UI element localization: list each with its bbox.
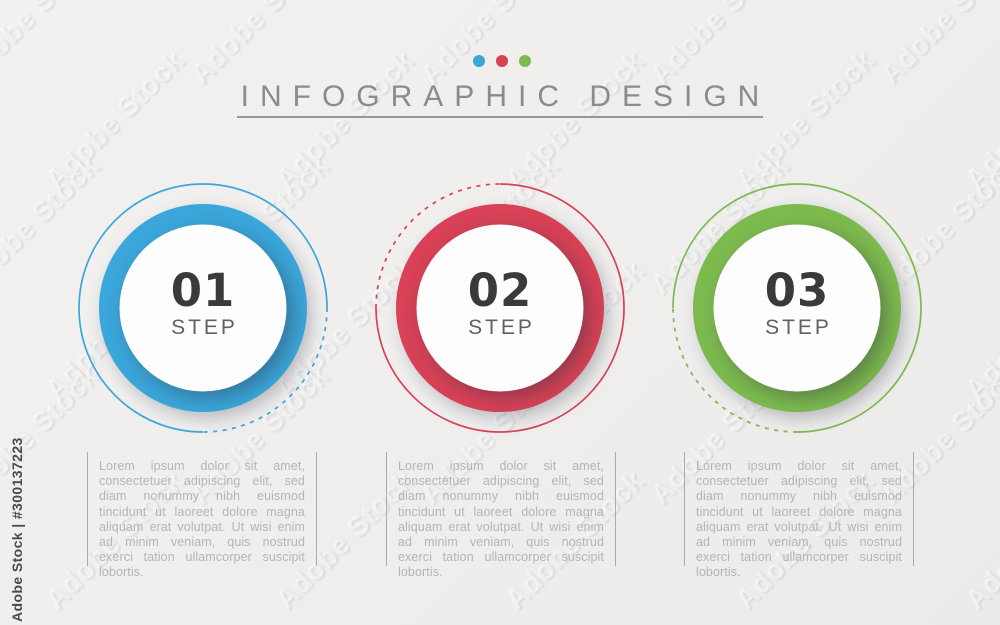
watermark-text: Adobe Stock bbox=[959, 44, 1000, 196]
red-dot-icon bbox=[496, 55, 508, 67]
step-number: 01 bbox=[170, 264, 236, 317]
watermark-text: Adobe Stock bbox=[0, 0, 105, 91]
title-underline bbox=[237, 116, 763, 118]
step-02-description: Lorem ipsum dolor sit amet, consectetuer… bbox=[386, 452, 616, 579]
watermark-text: Adobe Stock bbox=[184, 0, 336, 91]
step-01-description: Lorem ipsum dolor sit amet, consectetuer… bbox=[87, 452, 317, 579]
step-number: 02 bbox=[467, 264, 533, 317]
step-01-rings-icon bbox=[78, 183, 328, 433]
step-label: STEP bbox=[765, 316, 832, 339]
step-circle-02: 02 STEP bbox=[370, 178, 630, 438]
step-03-labels: 03 STEP bbox=[667, 173, 927, 433]
watermark-text: Adobe Stock bbox=[414, 0, 566, 91]
step-label: STEP bbox=[171, 316, 238, 339]
step-02-labels: 02 STEP bbox=[370, 173, 630, 433]
step-circle-03: 03 STEP bbox=[667, 178, 927, 438]
step-circle-01: 01 STEP bbox=[73, 178, 333, 438]
step-label: STEP bbox=[468, 316, 535, 339]
step-03-description: Lorem ipsum dolor sit amet, consectetuer… bbox=[684, 452, 914, 579]
step-number: 03 bbox=[764, 264, 830, 317]
watermark-text: Adobe Stock bbox=[874, 0, 1000, 91]
page-title: INFOGRAPHIC DESIGN bbox=[240, 80, 771, 113]
step-02-rings-icon bbox=[375, 183, 625, 433]
green-dot-icon bbox=[519, 55, 531, 67]
header-dots bbox=[0, 55, 1000, 67]
blue-dot-icon bbox=[473, 55, 485, 67]
watermark-text: Adobe Stock bbox=[959, 464, 1000, 616]
step-03-rings-icon bbox=[672, 183, 922, 433]
watermark-text: Adobe Stock bbox=[959, 254, 1000, 406]
stock-id-label: Adobe Stock | #300137223 bbox=[9, 437, 25, 622]
watermark-text: Adobe Stock bbox=[644, 0, 796, 91]
step-01-labels: 01 STEP bbox=[73, 173, 333, 433]
